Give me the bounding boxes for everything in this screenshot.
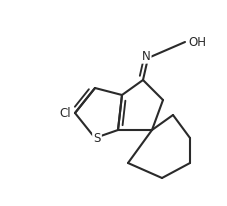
Text: OH: OH — [188, 35, 206, 48]
Text: Cl: Cl — [59, 107, 71, 119]
Text: N: N — [142, 49, 150, 62]
Text: S: S — [93, 131, 101, 144]
